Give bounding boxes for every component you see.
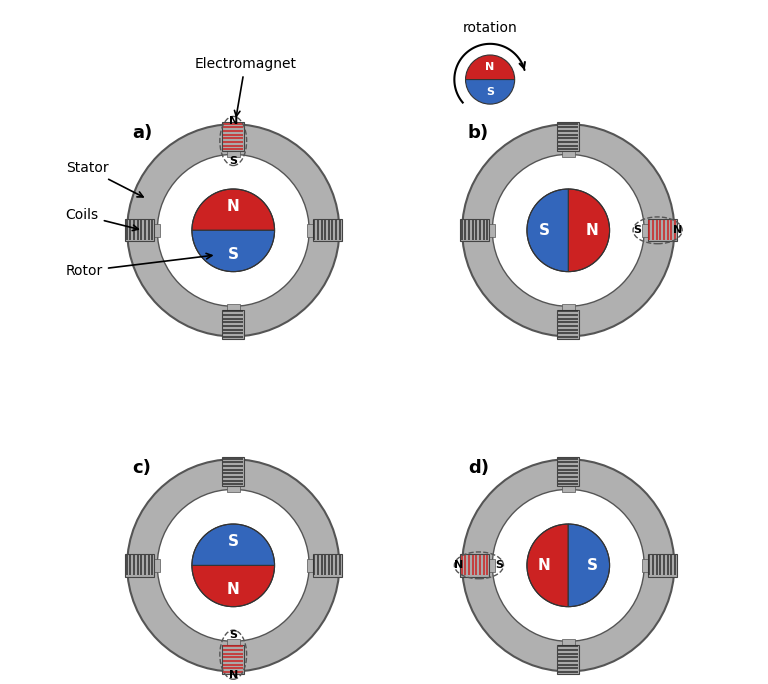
Bar [227, 639, 240, 650]
Circle shape [462, 124, 674, 337]
Bar [125, 554, 154, 577]
Bar [561, 480, 575, 492]
Text: N: N [673, 225, 682, 235]
Text: S: S [228, 534, 239, 549]
Wedge shape [465, 79, 515, 104]
Text: Coils: Coils [66, 208, 138, 231]
Wedge shape [192, 231, 274, 272]
Bar [148, 559, 160, 572]
Wedge shape [192, 189, 274, 231]
Bar [227, 480, 240, 492]
Text: S: S [229, 156, 237, 166]
Text: Electromagnet: Electromagnet [194, 57, 296, 116]
Circle shape [127, 124, 339, 337]
Text: N: N [538, 558, 551, 573]
Bar [557, 457, 579, 486]
Text: N: N [227, 582, 240, 597]
Bar [313, 554, 342, 577]
Wedge shape [465, 55, 515, 79]
Text: N: N [229, 116, 238, 126]
Wedge shape [192, 524, 274, 566]
Text: S: S [587, 558, 598, 573]
Bar [148, 224, 160, 237]
Bar [313, 219, 342, 241]
Wedge shape [527, 524, 568, 607]
Bar [642, 559, 653, 572]
Text: b): b) [468, 124, 489, 142]
Text: rotation: rotation [462, 21, 518, 35]
Circle shape [157, 155, 310, 306]
Bar [222, 457, 244, 486]
Bar [561, 639, 575, 650]
Text: N: N [485, 62, 495, 73]
Bar [460, 219, 489, 241]
Bar [642, 224, 653, 237]
Text: d): d) [468, 459, 488, 477]
Circle shape [157, 490, 310, 642]
Bar [647, 219, 677, 241]
Text: Rotor: Rotor [66, 253, 212, 278]
Text: N: N [229, 670, 238, 680]
Text: Stator: Stator [66, 161, 143, 197]
Text: N: N [454, 560, 463, 570]
Bar [227, 146, 240, 157]
Text: S: S [634, 225, 641, 235]
Circle shape [127, 459, 339, 672]
Bar [561, 146, 575, 157]
Bar [222, 122, 244, 151]
Wedge shape [527, 189, 568, 272]
Bar [125, 219, 154, 241]
Bar [460, 554, 489, 577]
Text: N: N [227, 199, 240, 214]
Bar [483, 559, 495, 572]
Circle shape [462, 459, 674, 672]
Text: S: S [539, 223, 550, 238]
Bar [222, 644, 244, 674]
Wedge shape [192, 566, 274, 607]
Circle shape [492, 155, 644, 306]
Text: c): c) [133, 459, 151, 477]
Bar [561, 304, 575, 315]
Text: S: S [229, 629, 237, 640]
Bar [227, 304, 240, 315]
Wedge shape [568, 524, 610, 607]
Text: S: S [495, 560, 503, 570]
Bar [557, 310, 579, 339]
Bar [307, 559, 318, 572]
Text: N: N [586, 223, 598, 238]
Bar [483, 224, 495, 237]
Bar [557, 122, 579, 151]
Text: S: S [486, 87, 494, 97]
Bar [647, 554, 677, 577]
Wedge shape [568, 189, 610, 272]
Text: S: S [228, 247, 239, 262]
Circle shape [492, 490, 644, 642]
Bar [222, 310, 244, 339]
Bar [307, 224, 318, 237]
Text: a): a) [133, 124, 153, 142]
Bar [557, 644, 579, 674]
